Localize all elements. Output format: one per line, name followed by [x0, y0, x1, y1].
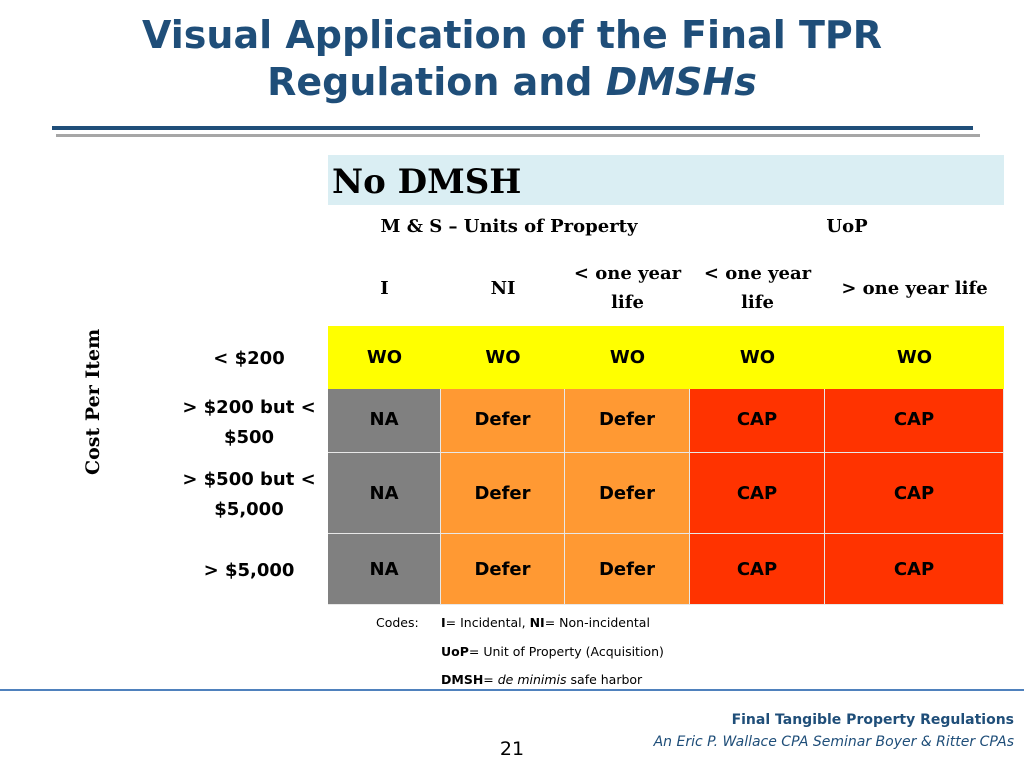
column-header-ms-lt-one-year: < one year life: [573, 263, 682, 313]
code-dmsh-italic: de minimis: [497, 672, 567, 687]
cell-r1-ms-lt1: Defer: [565, 389, 690, 453]
cell-r2-ms-lt1: Defer: [565, 453, 690, 534]
cell-r1-ni: Defer: [441, 389, 565, 453]
cell-r3-i: NA: [328, 534, 441, 605]
cell-r0-ms-lt1: WO: [565, 326, 690, 389]
cell-r0-i: WO: [328, 326, 441, 389]
title-divider: [52, 126, 973, 130]
cell-r0-ni: WO: [441, 326, 565, 389]
code-i-desc: = Incidental,: [445, 615, 530, 630]
title-line-2-text: Regulation and: [267, 60, 606, 104]
code-ni-desc: = Non-incidental: [544, 615, 650, 630]
group-header-ms: M & S – Units of Property: [380, 216, 638, 237]
code-ni: NI: [529, 615, 545, 630]
cell-r2-ni: Defer: [441, 453, 565, 534]
row-label-gt-5000: > $5,000: [203, 560, 295, 581]
cell-r3-gt1: CAP: [825, 534, 1004, 605]
code-dmsh-eq: =: [483, 672, 498, 687]
cell-r2-gt1: CAP: [825, 453, 1004, 534]
cell-r1-i: NA: [328, 389, 441, 453]
codes-line-3: DMSH= de minimis safe harbor: [441, 672, 642, 688]
row-label-200-500: > $200 but < $500: [182, 397, 316, 448]
codes-line-2: UoP= Unit of Property (Acquisition): [441, 644, 664, 660]
footer-title: Final Tangible Property Regulations: [731, 712, 1014, 728]
cell-r2-i: NA: [328, 453, 441, 534]
title-divider-shadow: [56, 134, 980, 137]
cell-r0-gt1: WO: [825, 326, 1004, 389]
column-header-ni: NI: [490, 278, 516, 299]
cell-r3-uop-lt1: CAP: [690, 534, 825, 605]
row-label-lt-200: < $200: [213, 348, 285, 369]
group-header-uop: UoP: [826, 216, 868, 237]
cell-r3-ni: Defer: [441, 534, 565, 605]
column-header-i: I: [380, 278, 389, 299]
section-header: No DMSH: [328, 155, 1004, 205]
title-line-2-emphasis: DMSHs: [605, 60, 757, 104]
title-line-2: Regulation and DMSHs: [60, 59, 964, 106]
row-label-500-5000: > $500 but < $5,000: [182, 469, 316, 520]
title-line-1: Visual Application of the Final TPR: [142, 13, 882, 57]
page-number: 21: [499, 738, 525, 760]
codes-line-1: I= Incidental, NI= Non-incidental: [441, 615, 650, 631]
code-dmsh: DMSH: [441, 672, 484, 687]
footer-divider: [0, 689, 1024, 691]
cell-r0-uop-lt1: WO: [690, 326, 825, 389]
footer-subtitle: An Eric P. Wallace CPA Seminar Boyer & R…: [653, 734, 1014, 750]
code-i: I: [441, 615, 446, 630]
column-header-gt-one-year: > one year life: [841, 278, 988, 299]
cell-r3-ms-lt1: Defer: [565, 534, 690, 605]
cell-r1-gt1: CAP: [825, 389, 1004, 453]
cell-r2-uop-lt1: CAP: [690, 453, 825, 534]
codes-label: Codes:: [376, 615, 419, 630]
code-dmsh-desc: safe harbor: [566, 672, 643, 687]
column-header-uop-lt-one-year: < one year life: [703, 263, 812, 313]
code-uop: UoP: [441, 644, 469, 659]
code-uop-desc: = Unit of Property (Acquisition): [468, 644, 664, 659]
row-axis-label: Cost Per Item: [82, 328, 104, 475]
slide-title: Visual Application of the Final TPR Regu…: [60, 12, 964, 106]
cell-r1-uop-lt1: CAP: [690, 389, 825, 453]
